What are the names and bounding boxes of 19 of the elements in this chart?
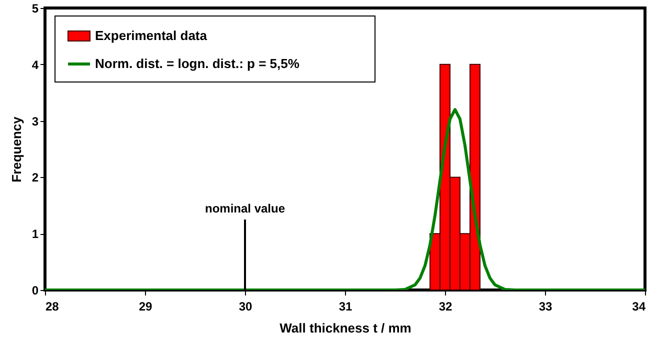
x-tick-label: 33	[538, 300, 552, 314]
x-tick-label: 29	[138, 300, 152, 314]
x-tick-label: 30	[238, 300, 252, 314]
x-tick-label: 34	[632, 300, 646, 314]
y-tick-label: 0	[32, 284, 39, 298]
y-axis-title: Frequency	[8, 116, 24, 182]
y-tick-label: 5	[32, 2, 39, 16]
y-tick-label: 1	[32, 227, 39, 242]
x-tick-label: 32	[438, 300, 452, 314]
line-series	[45, 108, 645, 290]
legend-label: Norm. dist. = logn. dist.: p = 5,5%	[95, 56, 300, 71]
ref-line-label: nominal value	[204, 202, 286, 216]
x-tick-label: 31	[338, 300, 352, 314]
legend-label: Experimental data	[95, 28, 208, 43]
x-axis-title: Wall thickness t / mm	[280, 320, 412, 336]
y-tick-label: 3	[32, 114, 39, 128]
x-tick-label: 28	[46, 300, 60, 314]
y-tick-label: 4	[32, 58, 39, 72]
y-tick-label: 2	[32, 170, 39, 185]
